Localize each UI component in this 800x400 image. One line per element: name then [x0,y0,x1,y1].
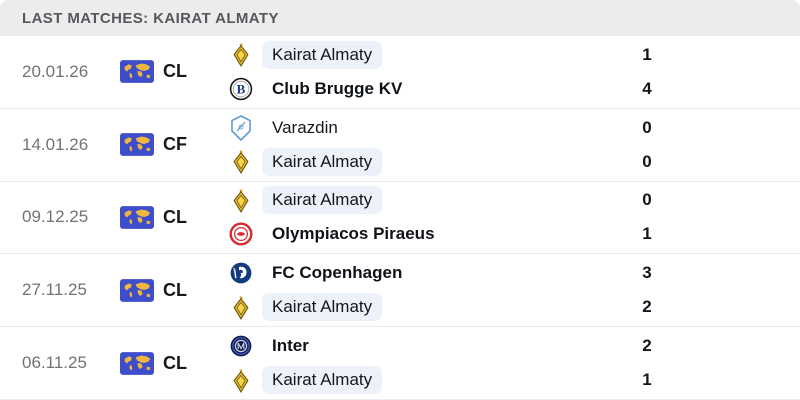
away-score: 2 [642,297,652,317]
home-team-name: Kairat Almaty [262,40,383,69]
competition: CF [120,133,212,157]
home-team: FC Copenhagen [212,256,630,290]
match-date: 14.01.26 [22,134,89,154]
home-score: 1 [642,44,652,64]
kairat-almaty-logo [228,41,254,69]
competition: CL [120,206,212,229]
away-team-name: Olympiacos Piraeus [272,224,435,244]
away-team-name: Kairat Almaty [262,366,383,395]
varazdin-logo [228,114,254,142]
world-map-flag-icon [120,60,154,84]
club-brugge-logo: B [228,75,254,103]
match-date: 27.11.25 [22,280,87,300]
away-team-name: Kairat Almaty [262,293,383,322]
home-team-name: Kairat Almaty [262,186,383,215]
competition-label: CL [163,206,187,227]
away-score: 4 [642,78,652,98]
home-score: 0 [642,190,652,210]
match-date: 09.12.25 [22,207,89,227]
match-row[interactable]: 14.01.26 CF Varazdin Kair [0,108,800,182]
world-map-flag-icon [120,206,154,229]
competition-label: CL [163,352,187,373]
competition-label: CF [163,134,187,155]
scores: 1 4 [630,38,664,106]
competition: CL [120,278,212,302]
away-team-name: Kairat Almaty [262,147,383,176]
away-score: 1 [642,224,652,244]
widget-title: LAST MATCHES: KAIRAT ALMATY [22,9,279,27]
home-team-name: FC Copenhagen [272,263,403,283]
home-team-name: Varazdin [272,117,338,137]
competition-label: CL [163,61,187,82]
match-row[interactable]: 09.12.25 CL Kairat Almaty [0,181,800,255]
competition: CL [120,60,212,84]
match-date: 20.01.26 [22,61,89,81]
widget-header: LAST MATCHES: KAIRAT ALMATY [0,0,800,36]
teams: Kairat Almaty B Club Brugge KV [212,38,630,106]
teams: Varazdin Kairat Almaty [212,111,630,179]
away-team: Kairat Almaty [212,145,630,179]
match-date: 06.11.25 [22,353,87,373]
home-team-name: Inter [272,336,309,356]
scores: 3 2 [630,256,664,324]
competition: CL [120,351,212,375]
home-team: Inter [212,329,630,363]
svg-text:B: B [237,81,246,96]
competition-label: CL [163,279,187,300]
match-list: 20.01.26 CL Kairat Almaty B [0,36,800,400]
inter-logo [228,332,254,360]
home-team: Kairat Almaty [212,38,630,72]
away-score: 0 [642,151,652,171]
scores: 2 1 [630,329,664,397]
kairat-almaty-logo [228,148,254,176]
world-map-flag-icon [120,278,154,302]
kairat-almaty-logo [228,366,254,394]
away-team: Kairat Almaty [212,290,630,324]
olympiacos-logo [228,220,254,248]
away-team: Kairat Almaty [212,363,630,397]
home-score: 2 [642,336,652,356]
world-map-flag-icon [120,351,154,375]
kairat-almaty-logo [228,186,254,214]
away-team: Olympiacos Piraeus [212,217,630,251]
home-score: 3 [642,263,652,283]
home-team: Varazdin [212,111,630,145]
teams: Kairat Almaty Olympiacos Piraeus [212,183,630,251]
away-score: 1 [642,370,652,390]
home-score: 0 [642,117,652,137]
teams: Inter Kairat Almaty [212,329,630,397]
teams: FC Copenhagen Kairat Almaty [212,256,630,324]
match-row[interactable]: 06.11.25 CL Inter Kairat [0,327,800,400]
scores: 0 0 [630,111,664,179]
away-team: B Club Brugge KV [212,72,630,106]
world-map-flag-icon [120,133,154,157]
home-team: Kairat Almaty [212,183,630,217]
match-row[interactable]: 20.01.26 CL Kairat Almaty B [0,36,800,109]
fc-copenhagen-logo [228,259,254,287]
kairat-almaty-logo [228,293,254,321]
away-team-name: Club Brugge KV [272,78,403,98]
match-row[interactable]: 27.11.25 CL FC Copenhagen [0,254,800,328]
scores: 0 1 [630,183,664,251]
